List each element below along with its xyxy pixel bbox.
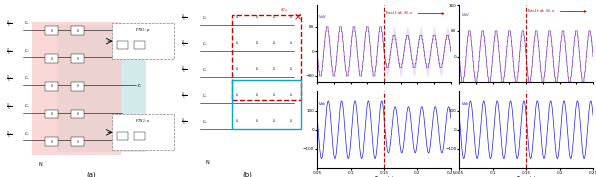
Bar: [232, 80, 301, 129]
Text: $FTS_1: p$: $FTS_1: p$: [135, 26, 151, 34]
Text: $S$: $S$: [76, 138, 79, 145]
Bar: [71, 110, 84, 118]
Text: $\frac{V_{dc}}{5}$: $\frac{V_{dc}}{5}$: [6, 129, 12, 141]
Bar: [71, 27, 84, 35]
Text: $C_4$: $C_4$: [24, 102, 30, 110]
Bar: [71, 54, 84, 63]
Bar: [45, 137, 58, 146]
Text: $S$: $S$: [50, 82, 54, 89]
Text: $\frac{V_{dc}}{5}$: $\frac{V_{dc}}{5}$: [181, 13, 187, 24]
Bar: [117, 132, 128, 141]
Text: $S$: $S$: [76, 27, 79, 34]
Text: $S_{j}$: $S_{j}$: [272, 92, 277, 98]
Text: $S$: $S$: [50, 110, 54, 117]
Text: $\frac{V_{dc}}{5}$: $\frac{V_{dc}}{5}$: [181, 117, 187, 128]
Text: $S$: $S$: [50, 27, 54, 34]
Bar: [232, 15, 301, 100]
Bar: [45, 82, 58, 91]
X-axis label: Time (s): Time (s): [374, 176, 394, 177]
Text: $FTS_2: s$: $FTS_2: s$: [135, 117, 151, 125]
Text: c: c: [138, 83, 141, 88]
Text: $S_{j}$: $S_{j}$: [272, 118, 277, 124]
Bar: [32, 22, 120, 155]
Text: $\times$: $\times$: [293, 12, 302, 22]
Text: $S_{j}$: $S_{j}$: [272, 13, 277, 20]
Text: $C_1$: $C_1$: [24, 19, 30, 27]
Text: (b): (b): [242, 171, 252, 177]
Text: $C_1$: $C_1$: [201, 15, 207, 22]
Text: $S_{j}$: $S_{j}$: [289, 65, 294, 72]
Text: $S_{j}$: $S_{j}$: [235, 13, 240, 20]
Text: $S_{j}$: $S_{j}$: [255, 118, 259, 124]
Text: $S$: $S$: [76, 55, 79, 62]
Text: $S_{j}$: $S_{j}$: [272, 39, 277, 46]
Bar: [71, 137, 84, 146]
Text: $v_{aN}$: $v_{aN}$: [318, 13, 328, 21]
Text: N: N: [206, 160, 210, 165]
Text: $S_{j}$: $S_{j}$: [255, 65, 259, 72]
Text: $S$: $S$: [76, 110, 79, 117]
Text: $S_{j}$: $S_{j}$: [289, 118, 294, 124]
Text: $\frac{V_{dc}}{5}$: $\frac{V_{dc}}{5}$: [6, 46, 12, 58]
Text: $C_2$: $C_2$: [201, 41, 207, 48]
Text: $\frac{V_{dc}}{5}$: $\frac{V_{dc}}{5}$: [6, 74, 12, 85]
Text: $S_{j}$: $S_{j}$: [255, 39, 259, 46]
Text: $\frac{V_{dc}}{5}$: $\frac{V_{dc}}{5}$: [181, 91, 187, 102]
Bar: [134, 132, 145, 141]
Text: $C_2$: $C_2$: [24, 47, 30, 55]
Text: $\frac{V_{dc}}{5}$: $\frac{V_{dc}}{5}$: [181, 39, 187, 50]
Text: $C_3$: $C_3$: [24, 75, 30, 82]
Text: Fault at $S_{2,a}$: Fault at $S_{2,a}$: [384, 10, 444, 17]
Text: N: N: [38, 162, 42, 167]
Text: $C_4$: $C_4$: [201, 93, 207, 100]
Text: $\frac{V_{dc}}{5}$: $\frac{V_{dc}}{5}$: [6, 101, 12, 113]
Text: $C_5$: $C_5$: [24, 130, 30, 138]
Bar: [134, 41, 145, 49]
Text: (a): (a): [86, 171, 97, 177]
Text: $S_{j}$: $S_{j}$: [235, 39, 240, 46]
Text: $v_{ab}$: $v_{ab}$: [318, 100, 327, 108]
Text: $S_{j}$: $S_{j}$: [235, 65, 240, 72]
Text: Fault at $S_{2,a}$: Fault at $S_{2,a}$: [527, 8, 586, 15]
Bar: [71, 82, 84, 91]
Text: $S$: $S$: [50, 138, 54, 145]
Bar: [45, 54, 58, 63]
Text: $S_{j}$: $S_{j}$: [255, 13, 259, 20]
Text: $S_{j}$: $S_{j}$: [272, 65, 277, 72]
Text: $S_{j}$: $S_{j}$: [289, 13, 294, 20]
Text: $v_{aN}$: $v_{aN}$: [461, 12, 470, 19]
Text: $S_{j}$: $S_{j}$: [235, 118, 240, 124]
Bar: [112, 114, 174, 150]
Bar: [57, 25, 147, 152]
X-axis label: Time (s): Time (s): [516, 176, 536, 177]
Bar: [117, 41, 128, 49]
Bar: [45, 110, 58, 118]
Text: $S$: $S$: [50, 55, 54, 62]
Text: $S_{2,j}$: $S_{2,j}$: [280, 6, 288, 15]
Text: $\frac{V_{dc}}{5}$: $\frac{V_{dc}}{5}$: [181, 65, 187, 76]
Bar: [45, 27, 58, 35]
Text: $S$: $S$: [76, 82, 79, 89]
Text: $S_{j}$: $S_{j}$: [289, 92, 294, 98]
Bar: [112, 23, 174, 59]
Text: $S_{j}$: $S_{j}$: [235, 92, 240, 98]
Text: $v_{ab}$: $v_{ab}$: [461, 100, 470, 108]
Text: $\frac{V_{dc}}{5}$: $\frac{V_{dc}}{5}$: [6, 18, 12, 30]
Text: $S_{j}$: $S_{j}$: [289, 39, 294, 46]
Text: $C_3$: $C_3$: [201, 67, 207, 74]
Text: $C_5$: $C_5$: [201, 119, 207, 126]
Text: $S_{j}$: $S_{j}$: [255, 92, 259, 98]
